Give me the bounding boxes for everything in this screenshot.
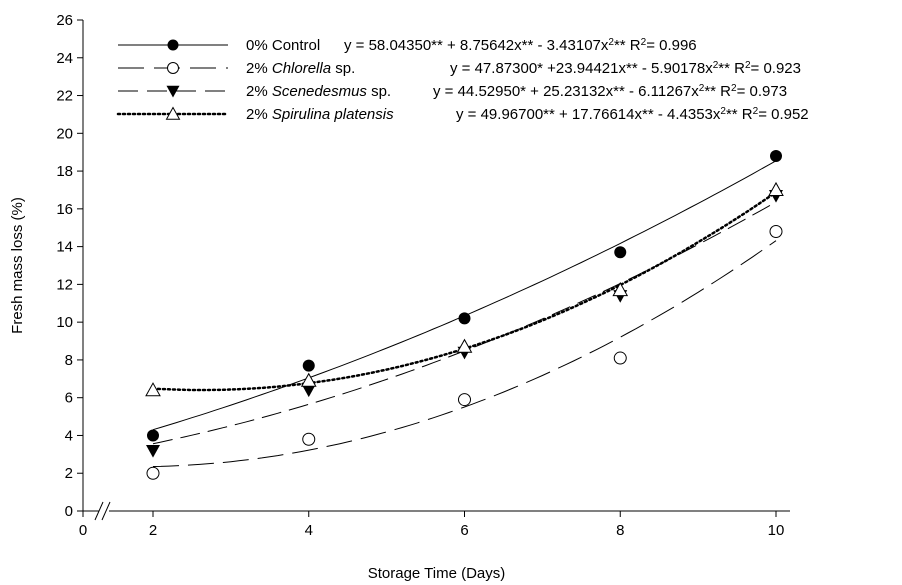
data-point (167, 39, 179, 51)
y-tick-label: 22 (56, 88, 73, 105)
data-point (147, 429, 159, 442)
y-tick-label: 26 (56, 12, 73, 29)
data-point (146, 444, 160, 458)
x-tick-label: 8 (616, 522, 624, 539)
data-point (166, 85, 180, 98)
legend-equation: y = 44.52950* + 25.23132x** - 6.11267x2*… (433, 83, 787, 101)
legend-label: 2% Chlorella sp. (246, 60, 355, 77)
legend: 0% Control y = 58.04350** + 8.75642x** - … (116, 37, 809, 124)
axis-break-mark (101, 501, 111, 521)
data-point (145, 382, 161, 397)
data-point (614, 246, 627, 259)
fit-curve-1 (152, 240, 777, 467)
data-point (302, 432, 316, 446)
data-point (456, 338, 473, 353)
data-point (612, 282, 629, 297)
data-points (145, 149, 784, 480)
y-tick-label: 4 (65, 427, 73, 444)
data-point (146, 466, 160, 480)
y-tick-label: 14 (56, 239, 73, 256)
fit-curve-0 (152, 160, 777, 431)
y-tick-label: 2 (65, 465, 73, 482)
x-tick-label: 10 (768, 522, 785, 539)
legend-equation: y = 49.96700** + 17.76614x** - 4.4353x2*… (456, 106, 809, 124)
y-tick-label: 12 (56, 276, 73, 293)
axis-break-mark (94, 501, 104, 521)
data-point (768, 181, 784, 197)
data-point (770, 149, 782, 162)
legend-equation: y = 47.87300* +23.94421x** - 5.90178x2**… (450, 60, 801, 78)
data-point (301, 384, 316, 398)
data-point (165, 106, 181, 120)
y-tick-label: 8 (65, 352, 73, 369)
data-point (458, 393, 471, 407)
y-tick-label: 16 (56, 201, 73, 218)
legend-label: 0% Control (246, 37, 320, 54)
x-tick-label: 0 (79, 522, 87, 539)
x-axis-title: Storage Time (Days) (368, 565, 506, 582)
fit-curve-3 (151, 190, 778, 392)
data-point (769, 225, 783, 239)
x-tick-label: 6 (460, 522, 468, 539)
legend-label: 2% Spirulina platensis (246, 106, 394, 123)
x-tick-label: 4 (305, 522, 313, 539)
data-point (458, 312, 471, 325)
y-tick-label: 0 (65, 503, 73, 520)
legend-equation: y = 58.04350** + 8.75642x** - 3.43107x2*… (344, 37, 697, 55)
y-tick-label: 6 (65, 390, 73, 407)
data-point (300, 372, 317, 387)
y-axis-title: Fresh mass loss (%) (9, 197, 26, 334)
y-tick-label: 10 (56, 314, 73, 331)
x-tick-label: 2 (149, 522, 157, 539)
data-point (302, 359, 315, 372)
data-point (167, 62, 179, 74)
y-tick-label: 24 (56, 50, 73, 67)
data-point (613, 351, 627, 365)
y-tick-label: 20 (56, 125, 73, 142)
y-tick-label: 18 (56, 163, 73, 180)
legend-label: 2% Scenedesmus sp. (246, 83, 391, 100)
